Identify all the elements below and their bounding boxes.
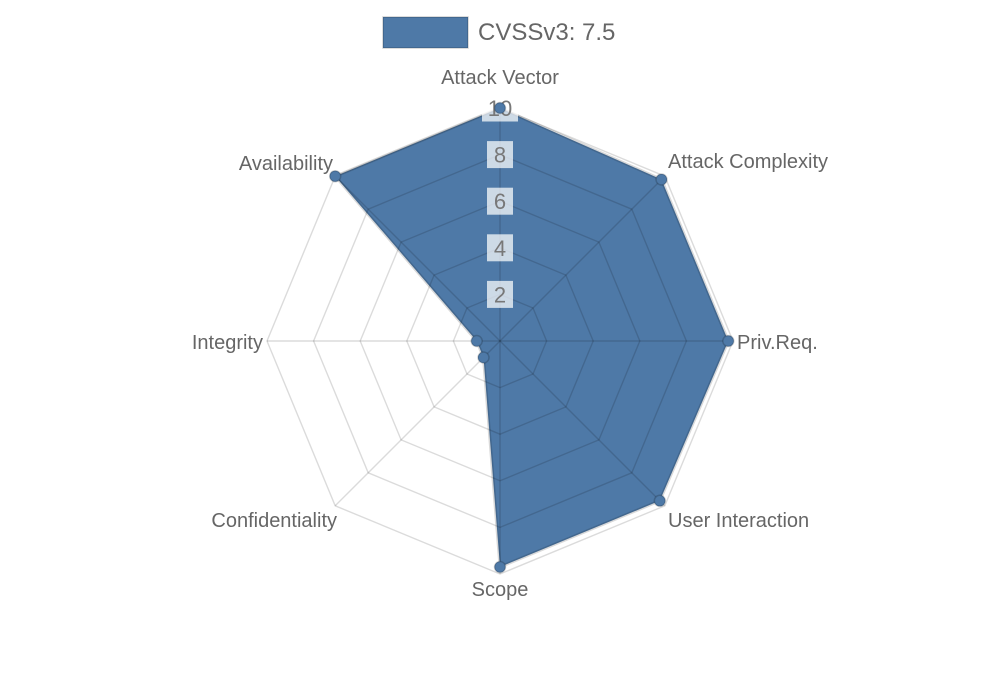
tick-backdrop: [487, 187, 513, 215]
radar-plot-area: 246810: [266, 94, 735, 575]
axis-label-user-interaction: User Interaction: [668, 510, 809, 532]
axis-label-attack-complexity: Attack Complexity: [668, 151, 828, 173]
axis-label-attack-vector: Attack Vector: [441, 67, 559, 89]
axis-label-priv-req: Priv.Req.: [737, 332, 818, 354]
data-point-marker: [722, 334, 735, 348]
axis-spoke: [499, 340, 666, 507]
axis-label-availability: Availability: [239, 153, 333, 175]
axis-spoke: [334, 175, 501, 342]
cvss-score-polygon: [333, 106, 730, 569]
tick-label: 6: [494, 189, 506, 214]
data-point-marker: [655, 173, 668, 186]
tick-backdrop: [487, 280, 513, 308]
tick-backdrop: [487, 234, 513, 262]
data-point-marker: [477, 351, 490, 364]
legend-label: CVSSv3: 7.5: [478, 19, 615, 46]
legend: CVSSv3: 7.5: [382, 16, 615, 49]
grid-ring: [312, 153, 688, 529]
grid-ring: [406, 247, 594, 435]
data-point-marker: [328, 169, 342, 183]
grid-ring: [359, 200, 641, 482]
axis-label-confidentiality: Confidentiality: [211, 510, 337, 532]
grid-ring: [452, 293, 548, 389]
data-point-marker: [653, 494, 667, 508]
data-point-marker: [493, 101, 507, 115]
axis-spoke: [334, 340, 501, 507]
tick-label: 2: [494, 282, 506, 307]
data-point-marker: [493, 560, 507, 574]
grid-ring: [266, 107, 734, 575]
axis-label-scope: Scope: [472, 579, 529, 601]
tick-label: 4: [494, 236, 506, 261]
axis-spoke: [499, 175, 666, 342]
tick-label: 8: [494, 143, 506, 168]
axis-label-integrity: Integrity: [192, 332, 263, 354]
tick-backdrop: [487, 141, 513, 169]
data-point-marker: [470, 334, 483, 348]
legend-swatch: [382, 16, 469, 49]
